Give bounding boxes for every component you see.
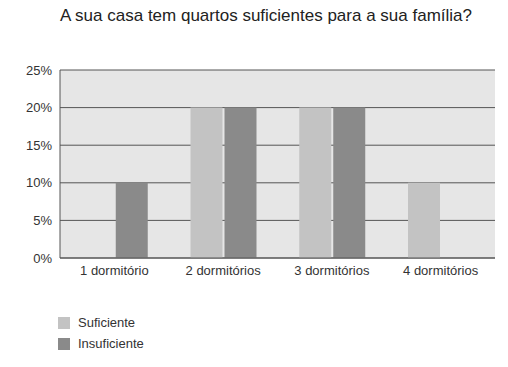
svg-text:4 dormitórios: 4 dormitórios <box>403 263 479 278</box>
html-text:Insuficiente: Insuficiente <box>78 336 144 351</box>
html-text:Suficiente: Suficiente <box>78 315 136 330</box>
svg-text:25%: 25% <box>26 63 52 78</box>
svg-text:1 dormitório: 1 dormitório <box>80 263 149 278</box>
svg-text:10%: 10% <box>26 175 52 190</box>
svg-text:3 dormitórios: 3 dormitórios <box>294 263 370 278</box>
svg-text:15%: 15% <box>26 138 52 153</box>
html-text:A sua casa tem quartos suficie: A sua casa tem quartos suficientes para … <box>60 6 472 25</box>
svg-text:0%: 0% <box>33 251 52 266</box>
svg-text:5%: 5% <box>33 213 52 228</box>
svg-text:20%: 20% <box>26 100 52 115</box>
svg-text:2 dormitórios: 2 dormitórios <box>186 263 262 278</box>
